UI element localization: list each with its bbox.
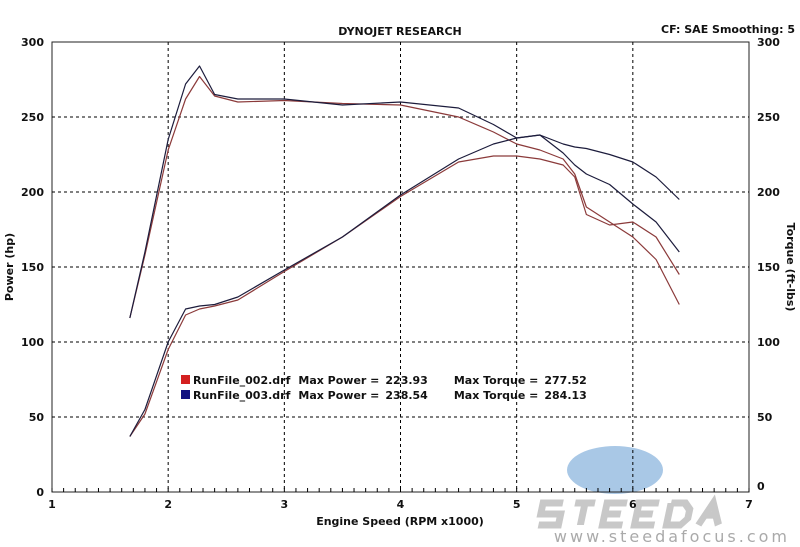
y2-tick-label: 50 (757, 411, 773, 424)
y2-tick-label: 300 (757, 36, 780, 49)
y2-axis-label: Torque (ft-lbs) (784, 223, 797, 312)
x-axis-label: Engine Speed (RPM x1000) (316, 515, 484, 528)
legend-torque: 277.52 (544, 374, 586, 387)
legend-power-label: Max Power = (298, 389, 379, 402)
chart-title: DYNOJET RESEARCH (338, 25, 461, 38)
x-tick-label: 4 (397, 498, 405, 511)
legend: RunFile_002.drf Max Power = 223.93 Max T… (181, 374, 587, 402)
y2-tick-label: 150 (757, 261, 780, 274)
y2-tick-label: 200 (757, 186, 780, 199)
legend-torque-label: Max Torque = (454, 374, 539, 387)
logo-url: www.steedafocus.com (554, 527, 790, 546)
logo-letter-stroke (576, 503, 589, 525)
logo-letter-stroke (662, 499, 694, 529)
settings-text: CF: SAE Smoothing: 5 (661, 23, 795, 36)
x-tick-label: 5 (513, 498, 521, 511)
legend-swatch-blue (181, 390, 190, 399)
x-tick-label: 1 (48, 498, 56, 511)
legend-power: 238.54 (385, 389, 428, 402)
x-tick-label: 3 (281, 498, 289, 511)
legend-power-label: Max Power = (298, 374, 379, 387)
power-curve-runfile-002-drf (129, 155, 680, 437)
y-tick-label: 200 (21, 186, 44, 199)
logo-ellipse (567, 446, 663, 494)
logo-letter-stroke (695, 494, 722, 527)
y-tick-label: 50 (29, 411, 45, 424)
y2-tick-label: 250 (757, 111, 780, 124)
y-tick-label: 0 (36, 486, 44, 499)
legend-swatch-red (181, 375, 190, 384)
legend-file: RunFile_002.drf (193, 374, 291, 387)
logo-letter-stroke (536, 499, 565, 529)
legend-power: 223.93 (385, 374, 427, 387)
x-tick-label: 7 (745, 498, 753, 511)
legend-torque: 284.13 (544, 389, 586, 402)
logo-brand-letters (536, 494, 722, 529)
power-curve-runfile-003-drf (129, 134, 680, 437)
y2-tick-label: 100 (757, 336, 780, 349)
legend-torque-label: Max Torque = (454, 389, 539, 402)
torque-curve-runfile-002-drf (129, 75, 680, 319)
legend-file: RunFile_003.drf (193, 389, 291, 402)
logo-brand-graphic (536, 494, 722, 529)
x-tick-label: 6 (629, 498, 637, 511)
y2-tick-label: 0 (757, 480, 765, 493)
torque-curve-runfile-003-drf (129, 65, 680, 319)
y-axis-label: Power (hp) (3, 233, 16, 301)
y-tick-label: 300 (21, 36, 44, 49)
y-tick-label: 100 (21, 336, 44, 349)
y-tick-label: 150 (21, 261, 44, 274)
x-tick-label: 2 (164, 498, 172, 511)
y-tick-label: 250 (21, 111, 44, 124)
